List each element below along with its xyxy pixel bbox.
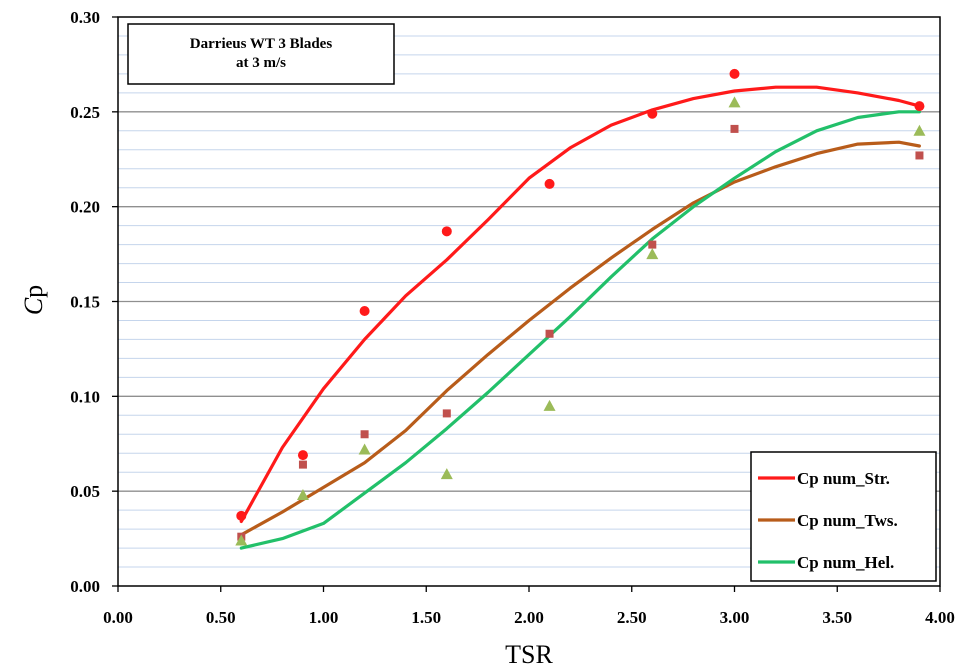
data-point-series-1 [441,226,452,237]
data-point-series-1 [729,68,740,79]
x-tick-label: 1.50 [411,608,441,627]
x-tick-label: 3.00 [720,608,750,627]
fit-curves [239,85,921,550]
y-tick-label: 0.25 [70,103,100,122]
data-point-series-1 [914,101,925,112]
data-point-series-1 [236,510,247,521]
data-point-series-3 [440,468,453,480]
fit-curve-3 [239,110,921,550]
x-tick-label: 1.00 [309,608,339,627]
data-point-series-1 [359,305,370,316]
y-tick-label: 0.05 [70,482,100,501]
chart-title-box: Darrieus WT 3 Blades at 3 m/s [127,23,395,85]
data-point-series-2 [442,409,451,418]
data-point-series-3 [728,96,741,108]
y-tick-label: 0.20 [70,198,100,217]
data-point-series-3 [913,124,926,136]
y-tick-label: 0.10 [70,387,100,406]
fit-curve-1 [239,85,921,524]
legend: Cp num_Str. Cp num_Tws. Cp num_Hel. [750,451,937,582]
data-point-series-1 [297,450,308,461]
x-tick-label: 2.50 [617,608,647,627]
data-point-series-3 [543,399,556,411]
legend-label: Cp num_Tws. [797,511,898,530]
legend-label: Cp num_Hel. [797,553,894,572]
y-axis-title-main: C [19,297,48,315]
data-point-series-2 [915,151,924,160]
data-point-series-2 [298,460,307,469]
legend-label: Cp num_Str. [797,469,890,488]
data-point-series-1 [544,178,555,189]
fit-curve-2 [239,140,921,537]
x-axis-title: TSR [505,640,553,669]
minor-gridlines [118,35,940,568]
x-tick-label: 3.50 [822,608,852,627]
y-tick-label: 0.00 [70,577,100,596]
data-markers [235,68,926,546]
data-point-series-3 [235,534,248,546]
data-point-series-2 [730,124,739,133]
x-tick-label: 2.00 [514,608,544,627]
y-axis-title: Cp [19,285,48,315]
data-point-series-3 [358,443,371,455]
legend-frame [750,451,937,582]
data-point-series-3 [646,248,659,260]
x-tick-label: 0.50 [206,608,236,627]
title-box-frame [127,23,395,85]
y-axis-title-sub: p [19,285,48,298]
chart-title-line: Darrieus WT 3 Blades [190,36,333,52]
chart-title-line: at 3 m/s [236,55,286,71]
y-tick-label: 0.30 [70,8,100,27]
major-gridlines [118,111,940,492]
data-point-series-2 [545,329,554,338]
y-tick-label: 0.15 [70,293,100,312]
data-point-series-2 [648,240,657,249]
data-point-series-1 [647,108,658,119]
axis-ticks: 0.00 0.50 1.00 1.50 2.00 2.50 3.00 3.50 4.00 0.00… [70,8,955,627]
x-tick-label: 4.00 [925,608,955,627]
y-axis-title-text: Cp [19,285,48,315]
data-point-series-3 [296,488,309,500]
data-point-series-2 [360,430,369,439]
x-tick-label: 0.00 [103,608,133,627]
